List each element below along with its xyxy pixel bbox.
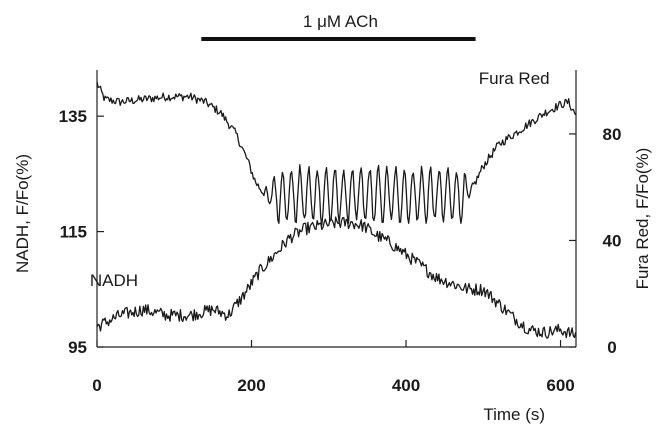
right-y-tick-label: 40 [603,231,622,250]
right-y-axis-title: Fura Red, F/Fo(%) [633,148,652,290]
x-tick-label: 200 [237,376,265,395]
x-axis-title: Time (s) [483,405,545,424]
series-layer [96,81,577,339]
nadh-series-line [96,216,577,339]
stimulus-bar: 1 μM ACh [201,12,476,41]
right-y-tick-label: 0 [607,338,616,357]
x-tick-label: 0 [92,376,101,395]
x-tick-label: 600 [546,376,574,395]
x-tick-label: 400 [392,376,420,395]
left-y-tick-label: 115 [60,223,87,242]
right-y-tick-label: 80 [603,125,622,144]
right-y-ticks: 0 40 80 [569,125,621,357]
left-y-tick-label: 95 [68,338,87,357]
fura-red-series-line [96,81,577,226]
stimulus-label: 1 μM ACh [303,12,378,31]
left-y-tick-label: 135 [59,107,87,126]
plot-axes [96,70,577,348]
left-y-ticks: 95 115 135 [59,107,104,357]
fura-red-series-label: Fura Red [479,69,550,88]
nadh-series-label: NADH [90,271,138,290]
left-y-axis-title: NADH, F/Fo(%) [13,154,32,273]
x-ticks: 0 200 400 600 [92,340,575,395]
